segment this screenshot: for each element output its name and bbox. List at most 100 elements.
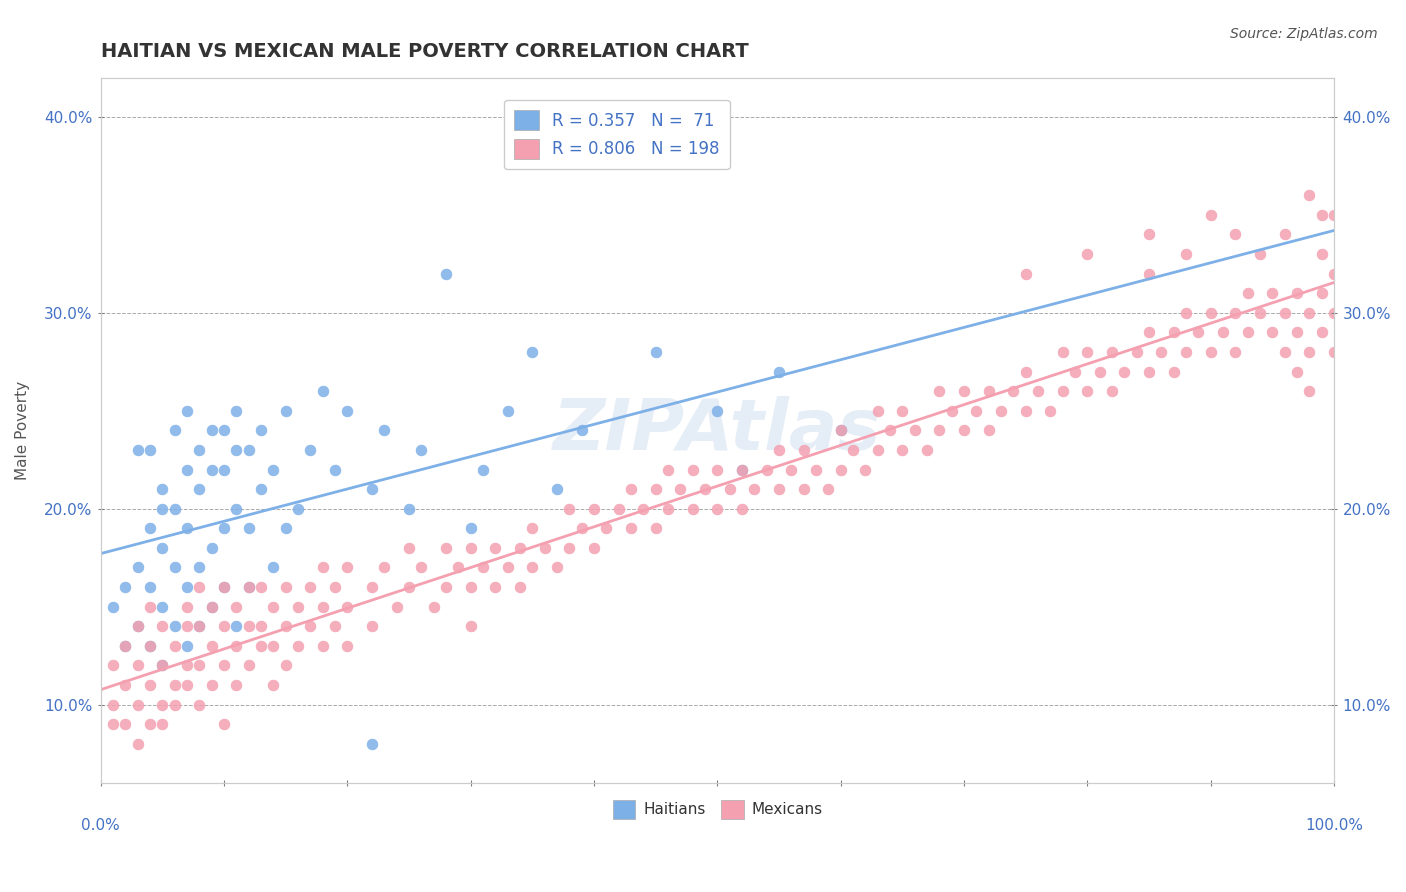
Point	[201, 462, 224, 476]
Point	[1126, 345, 1149, 359]
Point	[238, 521, 260, 535]
Point	[990, 403, 1012, 417]
Point	[212, 423, 235, 437]
Point	[1052, 345, 1074, 359]
Point	[411, 560, 433, 574]
Point	[657, 501, 679, 516]
Point	[127, 560, 149, 574]
Point	[731, 462, 754, 476]
Point	[201, 541, 224, 555]
Point	[176, 521, 198, 535]
Point	[1274, 345, 1296, 359]
Point	[522, 345, 544, 359]
Point	[398, 541, 420, 555]
Point	[657, 462, 679, 476]
Point	[336, 403, 359, 417]
Point	[1015, 267, 1038, 281]
Point	[299, 619, 322, 633]
Point	[423, 599, 446, 614]
Point	[127, 619, 149, 633]
Point	[152, 619, 174, 633]
Point	[312, 384, 335, 398]
Point	[620, 521, 643, 535]
Point	[1015, 403, 1038, 417]
Point	[152, 658, 174, 673]
Point	[879, 423, 901, 437]
Point	[274, 580, 297, 594]
Point	[250, 423, 273, 437]
Point	[953, 384, 976, 398]
Point	[152, 658, 174, 673]
Point	[1150, 345, 1173, 359]
Point	[114, 580, 136, 594]
Point	[1298, 188, 1320, 202]
Point	[250, 482, 273, 496]
Point	[583, 541, 606, 555]
Point	[238, 580, 260, 594]
Point	[262, 462, 284, 476]
Point	[176, 639, 198, 653]
Point	[682, 501, 704, 516]
Point	[274, 403, 297, 417]
Point	[620, 482, 643, 496]
Point	[682, 462, 704, 476]
Point	[373, 423, 395, 437]
Point	[238, 658, 260, 673]
Point	[434, 541, 457, 555]
Point	[1199, 208, 1222, 222]
Point	[101, 658, 124, 673]
Point	[1298, 306, 1320, 320]
Point	[1175, 345, 1198, 359]
Point	[1076, 247, 1098, 261]
Point	[1225, 227, 1247, 242]
Point	[238, 619, 260, 633]
Point	[928, 384, 950, 398]
Point	[398, 580, 420, 594]
Point	[127, 658, 149, 673]
Point	[1039, 403, 1062, 417]
Point	[928, 423, 950, 437]
Point	[496, 560, 519, 574]
Point	[1101, 384, 1123, 398]
Point	[522, 521, 544, 535]
Point	[546, 560, 568, 574]
Point	[866, 403, 889, 417]
Point	[101, 698, 124, 712]
Point	[262, 678, 284, 692]
Point	[225, 639, 247, 653]
Point	[1323, 306, 1346, 320]
Point	[472, 560, 495, 574]
Point	[830, 423, 852, 437]
Point	[323, 462, 346, 476]
Point	[695, 482, 717, 496]
Point	[188, 580, 211, 594]
Point	[1137, 365, 1160, 379]
Point	[644, 482, 666, 496]
Point	[904, 423, 927, 437]
Point	[1064, 365, 1087, 379]
Point	[336, 599, 359, 614]
Point	[595, 521, 617, 535]
Point	[706, 462, 728, 476]
Point	[1249, 247, 1271, 261]
Point	[1137, 267, 1160, 281]
Point	[299, 580, 322, 594]
Point	[780, 462, 803, 476]
Point	[139, 678, 162, 692]
Point	[447, 560, 470, 574]
Point	[262, 560, 284, 574]
Point	[101, 599, 124, 614]
Point	[1286, 286, 1309, 301]
Point	[163, 639, 186, 653]
Point	[152, 541, 174, 555]
Text: HAITIAN VS MEXICAN MALE POVERTY CORRELATION CHART: HAITIAN VS MEXICAN MALE POVERTY CORRELAT…	[101, 42, 748, 61]
Point	[496, 403, 519, 417]
Point	[163, 619, 186, 633]
Point	[361, 580, 384, 594]
Point	[830, 423, 852, 437]
Point	[1137, 326, 1160, 340]
Point	[274, 521, 297, 535]
Point	[114, 639, 136, 653]
Text: 100.0%: 100.0%	[1305, 818, 1364, 833]
Point	[866, 442, 889, 457]
